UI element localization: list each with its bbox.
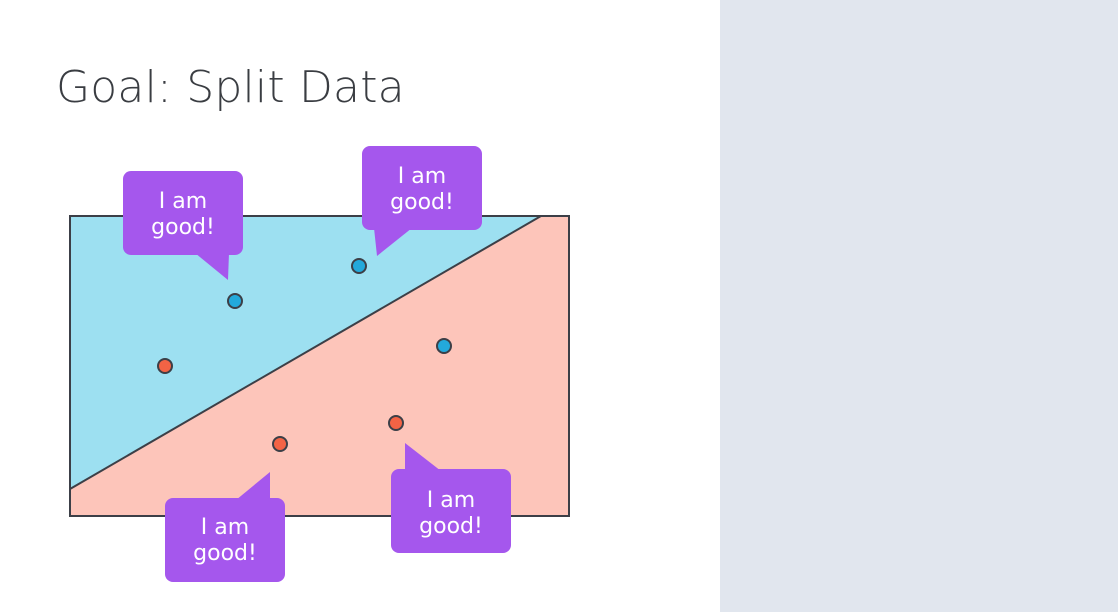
- bubble-body: [165, 498, 285, 582]
- bubble-line-2: good!: [390, 190, 454, 215]
- bubble-body: [123, 171, 243, 255]
- data-point-p1: [227, 293, 243, 309]
- bubble-line-1: I am: [201, 515, 249, 540]
- data-point-p4: [157, 358, 173, 374]
- bubble-line-1: I am: [398, 164, 446, 189]
- bubble-tail: [374, 228, 412, 256]
- bubble-line-1: I am: [427, 488, 475, 513]
- region-bottom: [70, 216, 569, 516]
- bubble-line-2: good!: [151, 215, 215, 240]
- speech-bubble-b2: I am good!: [362, 146, 482, 256]
- bubble-line-2: good!: [193, 541, 257, 566]
- split-line: [69, 215, 542, 490]
- data-point-p6: [388, 415, 404, 431]
- side-panel: [720, 0, 1118, 612]
- data-point-p5: [272, 436, 288, 452]
- speech-bubble-b4: I am good!: [391, 443, 511, 553]
- split-data-diagram: I am good! I am good! I am good! I am go…: [69, 146, 570, 582]
- slide-title: Goal: Split Data: [56, 62, 405, 113]
- bubble-body: [362, 146, 482, 230]
- bubble-line-2: good!: [419, 514, 483, 539]
- data-point-p3: [436, 338, 452, 354]
- plot-frame: [69, 215, 570, 517]
- bubble-tail: [405, 443, 441, 471]
- bubble-tail: [195, 253, 229, 280]
- speech-bubble-b1: I am good!: [123, 171, 243, 280]
- bubble-tail: [236, 472, 270, 500]
- speech-bubble-b3: I am good!: [165, 472, 285, 582]
- bubble-body: [391, 469, 511, 553]
- bubble-line-1: I am: [159, 189, 207, 214]
- slide: Goal: Split Data I am good! I am good!: [56, 62, 570, 582]
- data-point-p2: [351, 258, 367, 274]
